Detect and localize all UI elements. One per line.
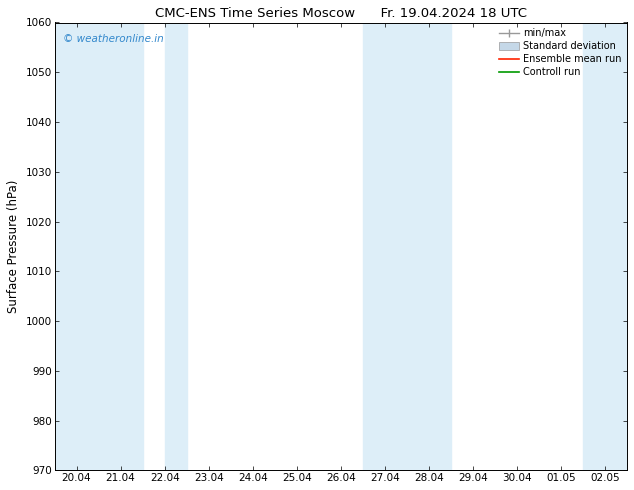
Text: © weatheronline.in: © weatheronline.in	[63, 34, 164, 44]
Bar	[363, 23, 451, 470]
Bar	[55, 23, 143, 470]
Title: CMC-ENS Time Series Moscow      Fr. 19.04.2024 18 UTC: CMC-ENS Time Series Moscow Fr. 19.04.202…	[155, 7, 527, 20]
Y-axis label: Surface Pressure (hPa): Surface Pressure (hPa)	[7, 180, 20, 313]
Legend: min/max, Standard deviation, Ensemble mean run, Controll run: min/max, Standard deviation, Ensemble me…	[496, 24, 625, 81]
Bar	[583, 23, 627, 470]
Bar	[165, 23, 186, 470]
